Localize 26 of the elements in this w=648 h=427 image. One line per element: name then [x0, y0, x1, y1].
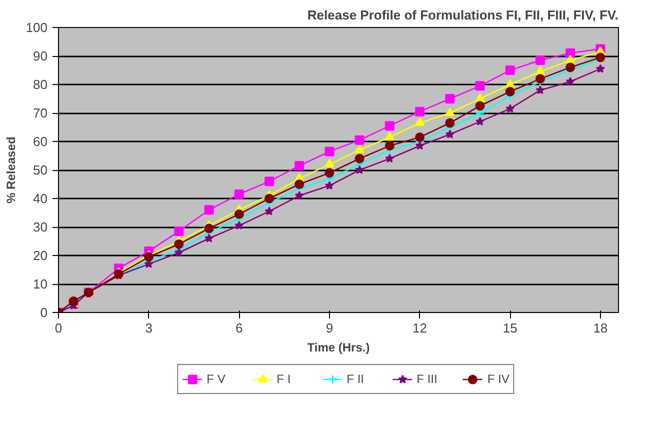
x-tick-label: 12	[412, 320, 428, 336]
x-tick-label: 18	[593, 320, 608, 336]
y-tick-label: 100	[26, 20, 48, 35]
legend-label: F II	[346, 372, 365, 386]
x-tick-label: 15	[502, 320, 518, 336]
x-axis-title: Time (Hrs.)	[307, 340, 370, 354]
y-tick-label: 20	[33, 248, 48, 263]
legend-label: F V	[206, 372, 226, 386]
y-tick-label: 50	[33, 162, 48, 178]
legend-label: F I	[276, 372, 292, 386]
y-tick-label: 80	[33, 77, 48, 92]
x-tick-label: 6	[236, 320, 243, 336]
x-tick-label: 0	[54, 320, 62, 336]
x-tick-label: 3	[145, 320, 152, 336]
y-tick-label: 0	[40, 305, 48, 320]
x-tick-label: 9	[326, 320, 334, 336]
y-tick-label: 30	[33, 220, 48, 234]
y-axis-title: % Released	[4, 136, 18, 204]
legend-label: F IV	[487, 372, 510, 386]
y-tick-label: 60	[33, 134, 48, 149]
y-tick-label: 10	[33, 276, 48, 292]
chart-title: Release Profile of Formulations FI, FII, FIII, FIV, FV.	[307, 8, 619, 22]
y-tick-label: 90	[33, 48, 48, 64]
y-tick-label: 70	[33, 106, 48, 120]
legend-label: F III	[416, 372, 438, 386]
y-tick-label: 40	[33, 191, 48, 206]
